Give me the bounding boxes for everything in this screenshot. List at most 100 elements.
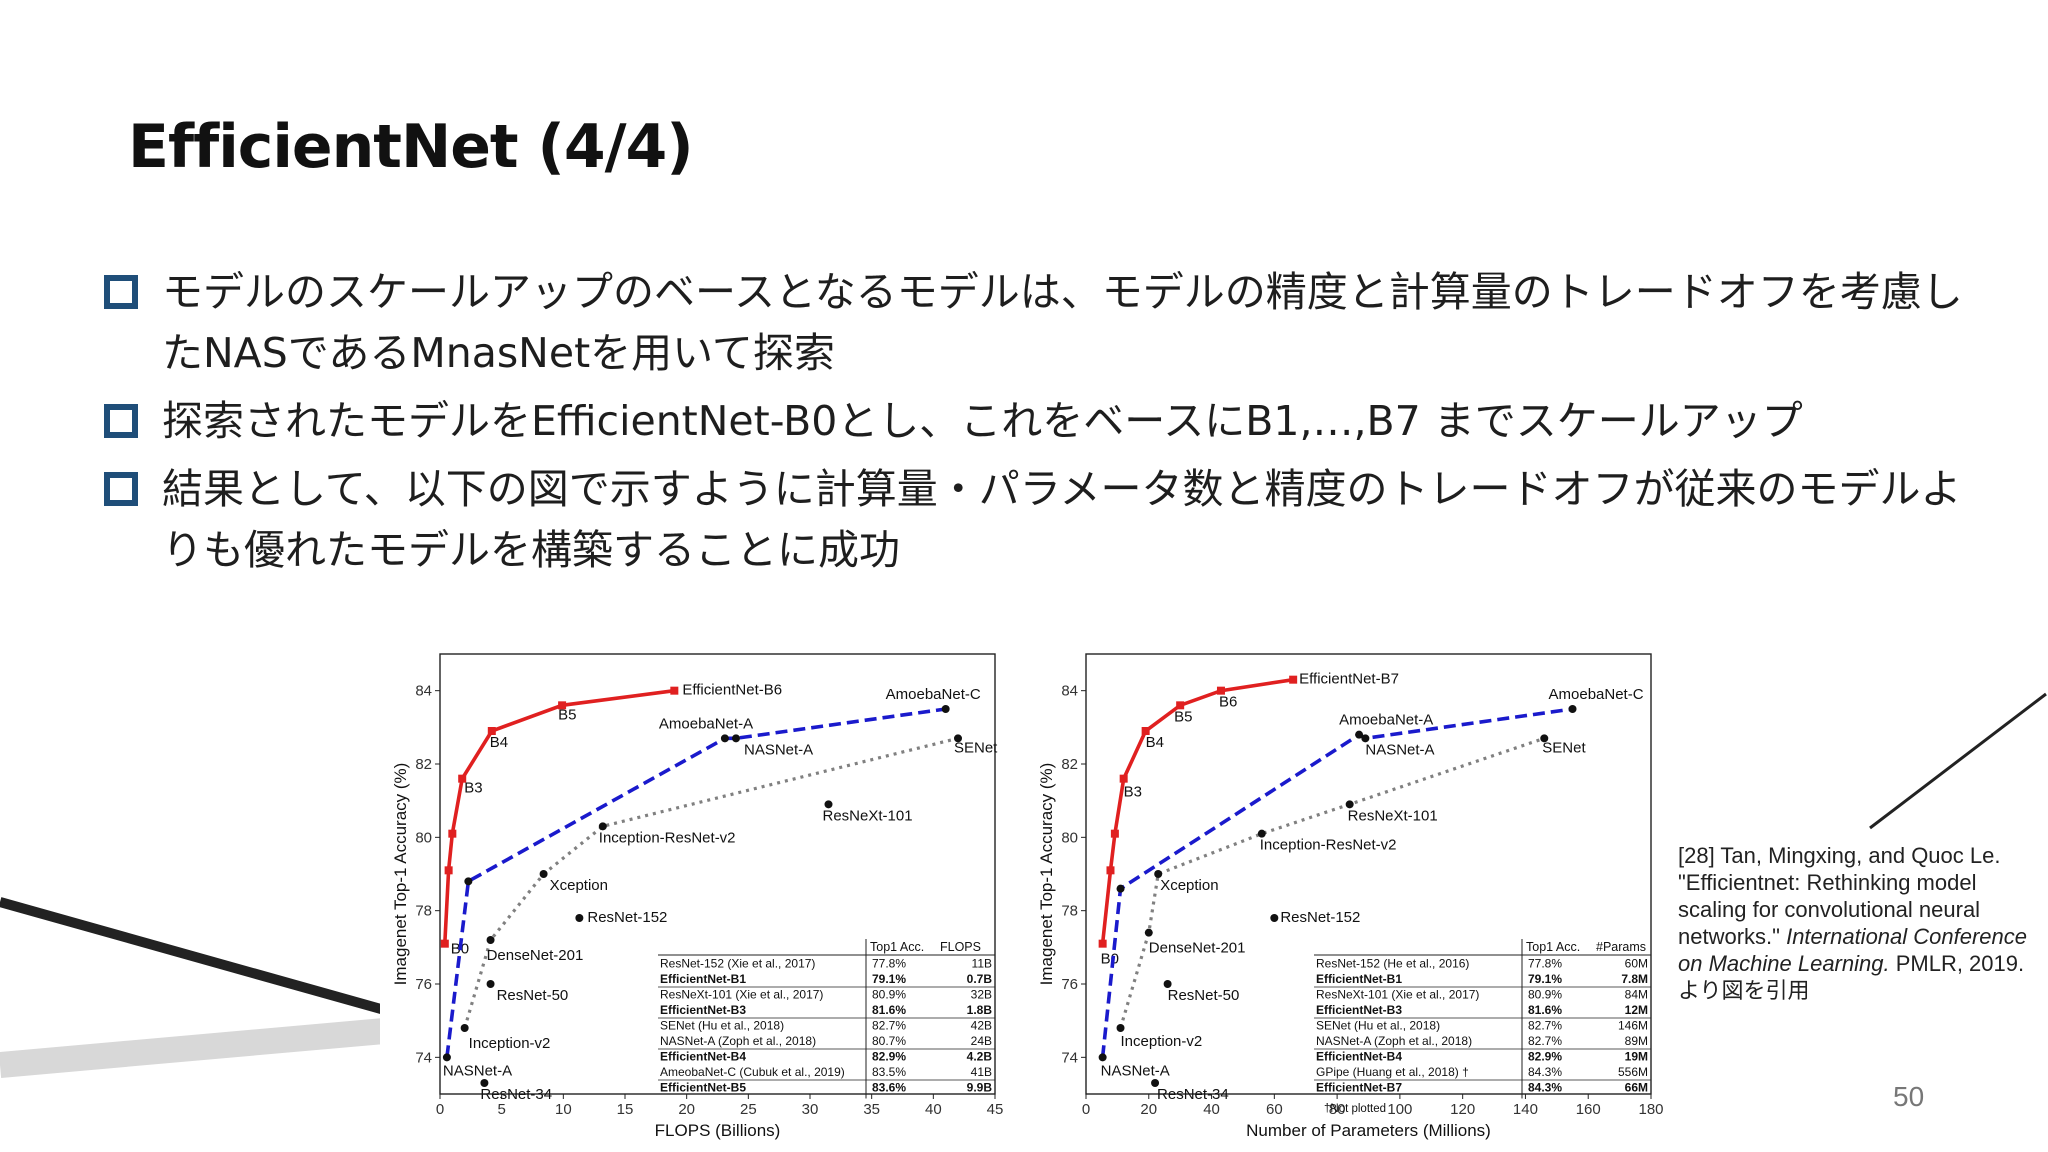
table-cell: SENet (Hu et al., 2018) [660, 1019, 784, 1033]
point-label: Xception [1160, 877, 1218, 894]
table-header: Top1 Acc. [1526, 940, 1580, 954]
data-point [1568, 705, 1577, 713]
data-point [941, 705, 950, 713]
table-cell: 0.7B [967, 972, 993, 986]
table-cell: 79.1% [1528, 972, 1562, 986]
table-cell: EfficientNet-B4 [660, 1050, 746, 1064]
table-cell: 77.8% [1528, 957, 1562, 971]
point-label: AmoebaNet-C [886, 686, 981, 703]
bullet-list: モデルのスケールアップのベースとなるモデルは、モデルの精度と計算量のトレードオフ… [100, 262, 1980, 588]
table-cell: ResNeXt-101 (Xie et al., 2017) [660, 988, 823, 1002]
data-point [1163, 980, 1172, 988]
table-cell: 7.8M [1621, 972, 1648, 986]
point-label: AmoebaNet-C [1549, 686, 1644, 703]
point-label: B3 [464, 780, 482, 797]
point-label: B5 [558, 706, 576, 723]
y-tick-label: 82 [415, 756, 432, 773]
point-label: DenseNet-201 [1149, 940, 1246, 957]
table-cell: 12M [1625, 1003, 1648, 1017]
data-point [1151, 1079, 1160, 1087]
table-cell: 146M [1618, 1019, 1648, 1033]
table-cell: ResNet-152 (He et al., 2016) [1316, 957, 1469, 971]
data-point [1119, 774, 1128, 783]
data-point [486, 936, 495, 944]
point-label: NASNet-A [443, 1062, 512, 1079]
bullet-text: 結果として、以下の図で示すように計算量・パラメータ数と精度のトレードオフが従来の… [162, 465, 1962, 574]
series-line-efficientnet [1100, 677, 1294, 944]
x-tick-label: 120 [1450, 1101, 1475, 1118]
table-cell: 83.5% [872, 1065, 906, 1079]
point-label: ResNet-34 [1157, 1086, 1229, 1103]
bullet-item: 探索されたモデルをEfficientNet-B0とし、これをベースにB1,…,B… [100, 391, 1980, 452]
data-point [575, 914, 584, 922]
data-point [670, 686, 679, 695]
data-point [1355, 730, 1364, 739]
data-point [448, 829, 457, 838]
table-cell: EfficientNet-B3 [1316, 1003, 1402, 1017]
y-axis-label: Imagenet Top-1 Accuracy (%) [391, 763, 410, 986]
data-point [1345, 800, 1354, 809]
data-point [1289, 675, 1298, 684]
x-tick-label: 180 [1638, 1101, 1663, 1118]
point-label: SENet [954, 739, 998, 756]
bullet-item: モデルのスケールアップのベースとなるモデルは、モデルの精度と計算量のトレードオフ… [100, 262, 1980, 384]
table-cell: 82.7% [1528, 1034, 1562, 1048]
x-tick-label: 140 [1513, 1101, 1538, 1118]
data-point [444, 866, 453, 875]
table-cell: 79.1% [872, 972, 906, 986]
table-cell: 84.3% [1528, 1081, 1562, 1095]
point-label: NASNet-A [1101, 1062, 1170, 1079]
citation: [28] Tan, Mingxing, and Quoc Le. "Effici… [1678, 842, 2038, 1004]
table-cell: 82.7% [872, 1019, 906, 1033]
data-point [720, 734, 729, 743]
point-label: ResNet-34 [480, 1086, 552, 1103]
table-cell: 24B [971, 1034, 992, 1048]
table-cell: 77.8% [872, 957, 906, 971]
table-header: #Params [1596, 940, 1646, 954]
x-axis-label: FLOPS (Billions) [655, 1121, 781, 1140]
data-point [558, 701, 567, 710]
x-tick-label: 35 [863, 1101, 880, 1118]
x-axis-label: Number of Parameters (Millions) [1246, 1121, 1491, 1140]
y-tick-label: 78 [1061, 903, 1078, 920]
point-label: NASNet-A [744, 741, 813, 758]
y-tick-label: 82 [1061, 756, 1078, 773]
y-tick-label: 84 [415, 683, 432, 700]
table-cell: 19M [1625, 1050, 1648, 1064]
series-line-handcrafted [1118, 736, 1545, 1029]
table-cell: 556M [1618, 1065, 1648, 1079]
data-point [1176, 701, 1185, 710]
point-label: NASNet-A [1365, 741, 1434, 758]
data-point [1106, 866, 1115, 875]
table-cell: ResNeXt-101 (Xie et al., 2017) [1316, 988, 1479, 1002]
table-cell: 82.9% [1528, 1050, 1562, 1064]
table-cell: EfficientNet-B7 [1316, 1081, 1402, 1095]
data-point [598, 822, 607, 831]
point-label: B6 [1219, 694, 1237, 711]
data-point [1116, 884, 1125, 893]
table-cell: 60M [1625, 957, 1648, 971]
table-cell: 1.8B [967, 1003, 993, 1017]
plot-frame [1085, 653, 1652, 1095]
data-point [487, 727, 496, 735]
point-label: ResNeXt-101 [823, 807, 913, 824]
point-label: SENet [1542, 739, 1586, 756]
point-label: Inception-ResNet-v2 [1260, 837, 1397, 854]
table-cell: ResNet-152 (Xie et al., 2017) [660, 957, 815, 971]
point-label: B4 [490, 734, 508, 751]
table-cell: 82.9% [872, 1050, 906, 1064]
table-cell: EfficientNet-B1 [660, 972, 746, 986]
x-tick-label: 100 [1387, 1101, 1412, 1118]
data-point [480, 1079, 489, 1087]
table-cell: 84M [1625, 988, 1648, 1002]
table-cell: 81.6% [1528, 1003, 1562, 1017]
point-label: B0 [1101, 951, 1119, 968]
data-point [440, 939, 449, 948]
table-cell: 80.9% [872, 988, 906, 1002]
data-point [460, 1024, 469, 1032]
citation-tail: PMLR, 2019. より図を引用 [1678, 951, 2025, 1003]
data-point [824, 800, 833, 809]
square-bullet-icon [104, 275, 138, 309]
bullet-text: 探索されたモデルをEfficientNet-B0とし、これをベースにB1,…,B… [162, 397, 1803, 445]
decorative-stroke-left [0, 897, 397, 1078]
